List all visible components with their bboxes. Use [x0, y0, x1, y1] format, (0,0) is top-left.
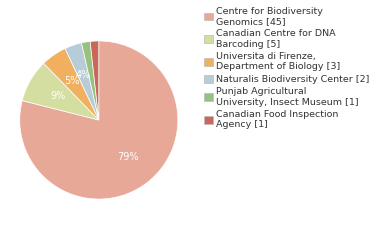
Legend: Centre for Biodiversity
Genomics [45], Canadian Centre for DNA
Barcoding [5], Un: Centre for Biodiversity Genomics [45], C… [202, 5, 372, 131]
Wedge shape [90, 41, 99, 120]
Wedge shape [44, 48, 99, 120]
Wedge shape [82, 42, 99, 120]
Text: 5%: 5% [64, 76, 79, 86]
Wedge shape [22, 63, 99, 120]
Text: 9%: 9% [50, 91, 65, 101]
Wedge shape [20, 41, 178, 199]
Wedge shape [65, 43, 99, 120]
Text: 79%: 79% [117, 152, 139, 162]
Text: 4%: 4% [76, 70, 91, 80]
